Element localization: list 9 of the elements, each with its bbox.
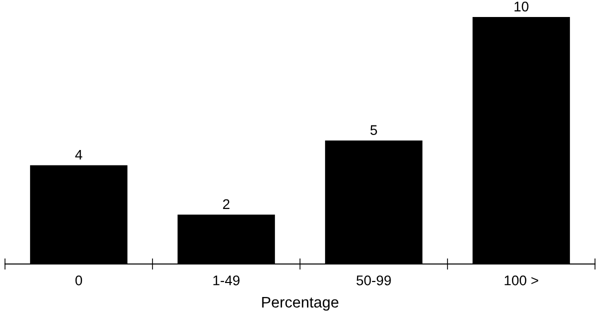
x-axis-title: Percentage	[262, 296, 338, 311]
x-tick-label: 0	[75, 275, 82, 286]
data-label: 4	[75, 150, 82, 160]
data-label: 10	[514, 2, 528, 12]
x-tick-label: 1-49	[213, 275, 240, 286]
x-tick-label: 50-99	[356, 275, 391, 286]
x-tick-label: 100 >	[504, 275, 538, 286]
data-label: 5	[370, 125, 378, 135]
data-label: 2	[223, 199, 230, 209]
